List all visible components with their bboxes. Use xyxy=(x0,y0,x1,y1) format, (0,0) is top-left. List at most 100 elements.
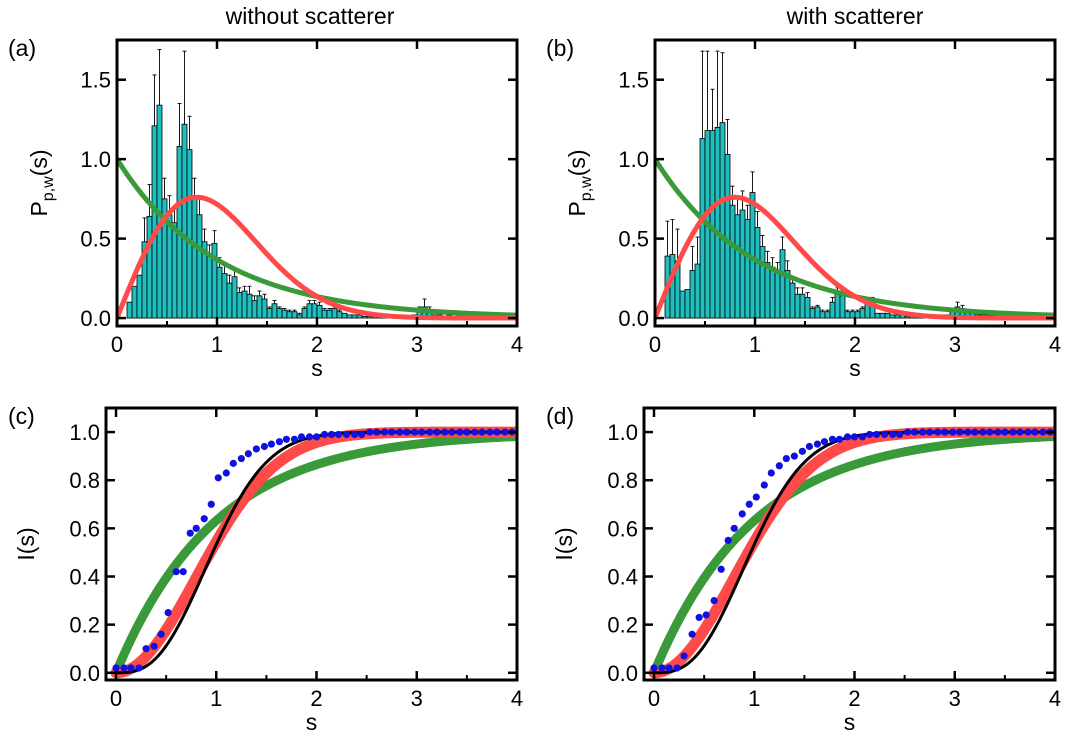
data-point xyxy=(941,428,949,436)
x-tick-label: 4 xyxy=(511,686,523,711)
panel-title: without scatterer xyxy=(225,3,395,29)
data-point xyxy=(351,430,359,439)
histogram-bar xyxy=(351,314,358,319)
y-tick-label: 0.0 xyxy=(607,661,638,686)
data-point xyxy=(658,664,666,672)
data-point xyxy=(157,630,165,638)
histogram-bar xyxy=(246,293,253,319)
histogram-bar xyxy=(311,303,318,319)
y-tick-label: 0.0 xyxy=(618,306,649,331)
data-point xyxy=(971,428,979,436)
data-point xyxy=(127,664,135,672)
plot-frame xyxy=(104,406,519,682)
y-tick-label: 0.8 xyxy=(69,468,100,493)
data-point xyxy=(760,481,768,489)
x-tick-label: 4 xyxy=(1049,332,1061,357)
histogram-bar xyxy=(206,254,213,319)
data-point xyxy=(926,428,934,436)
histogram-bar xyxy=(774,271,781,319)
histogram-bar xyxy=(316,304,323,319)
data-point xyxy=(112,664,120,672)
histogram-bar xyxy=(271,303,278,319)
data-point xyxy=(650,664,658,672)
data-point xyxy=(433,428,441,436)
histogram-bar xyxy=(266,308,273,319)
histogram-bar xyxy=(306,303,313,319)
data-point xyxy=(403,428,411,436)
data-point xyxy=(1016,428,1024,436)
data-point xyxy=(904,428,912,436)
data-point xyxy=(665,664,673,672)
curve-wigner xyxy=(117,194,517,321)
y-axis-label-tail: (s) xyxy=(564,149,590,176)
data-point xyxy=(865,430,874,439)
y-axis-label-subscript: p,w xyxy=(578,176,595,201)
histogram-bar xyxy=(276,308,283,319)
data-point xyxy=(680,652,688,660)
data-point xyxy=(222,469,230,477)
histogram-bar xyxy=(889,314,896,319)
x-tick-label: 0 xyxy=(649,332,661,357)
histogram-bar xyxy=(684,289,691,319)
curve-cdf_poisson xyxy=(111,431,517,678)
data-point xyxy=(493,428,501,436)
histogram-bar xyxy=(331,308,338,319)
histogram-bar xyxy=(714,126,721,319)
histogram-bar xyxy=(261,298,268,319)
data-point xyxy=(1009,428,1017,436)
plot-area xyxy=(117,49,517,321)
data-point xyxy=(142,645,150,653)
histogram-bar xyxy=(719,122,726,319)
plot-area xyxy=(655,50,1055,321)
histogram-bar xyxy=(904,316,911,319)
data-point xyxy=(305,433,314,441)
y-axis-label: Pp,w(s) xyxy=(26,149,57,216)
data-point xyxy=(237,454,245,463)
x-tick-label: 0 xyxy=(111,332,123,357)
data-point xyxy=(244,450,252,458)
data-point xyxy=(478,428,486,436)
y-tick-label: 0.2 xyxy=(607,613,638,638)
data-point xyxy=(426,428,434,436)
histogram-bar xyxy=(221,273,228,319)
y-axis-label: Pp,w(s) xyxy=(564,149,595,216)
data-point xyxy=(695,613,703,622)
data-point xyxy=(956,428,964,436)
plot-area xyxy=(648,426,1055,679)
data-point xyxy=(297,433,306,441)
data-point xyxy=(1039,428,1047,436)
curve-cdf_poisson xyxy=(649,431,1055,678)
histogram-bar xyxy=(151,125,158,319)
data-point xyxy=(150,642,158,650)
y-tick-label: 1.0 xyxy=(618,147,649,172)
data-point xyxy=(366,428,374,436)
histogram-bar xyxy=(744,219,751,319)
plot-area xyxy=(110,426,517,679)
curve-wigner xyxy=(655,194,1055,321)
histogram-bar xyxy=(669,254,676,319)
data-point xyxy=(411,428,419,436)
panel-label: (d) xyxy=(546,403,574,429)
histogram-bar xyxy=(191,196,198,319)
histogram-bar xyxy=(809,308,816,319)
histogram-bar xyxy=(256,295,263,319)
y-axis-label-main: P xyxy=(564,201,590,216)
x-axis-label: s xyxy=(849,355,861,381)
histogram-bar xyxy=(894,314,901,319)
y-tick-label: 1.5 xyxy=(80,68,111,93)
data-point xyxy=(964,428,972,436)
x-axis-label: s xyxy=(306,709,318,735)
histogram-bar xyxy=(699,138,706,319)
x-tick-label: 1 xyxy=(748,686,760,711)
data-point xyxy=(501,428,509,436)
data-point xyxy=(911,428,919,436)
data-point xyxy=(267,440,276,448)
histogram-bar xyxy=(131,285,138,319)
histogram-bar xyxy=(366,316,373,319)
y-tick-label: 0.2 xyxy=(69,613,100,638)
x-axis-label: s xyxy=(844,709,856,735)
histogram-bar xyxy=(764,262,771,319)
data-point xyxy=(200,515,208,523)
histogram-bar xyxy=(236,292,243,319)
